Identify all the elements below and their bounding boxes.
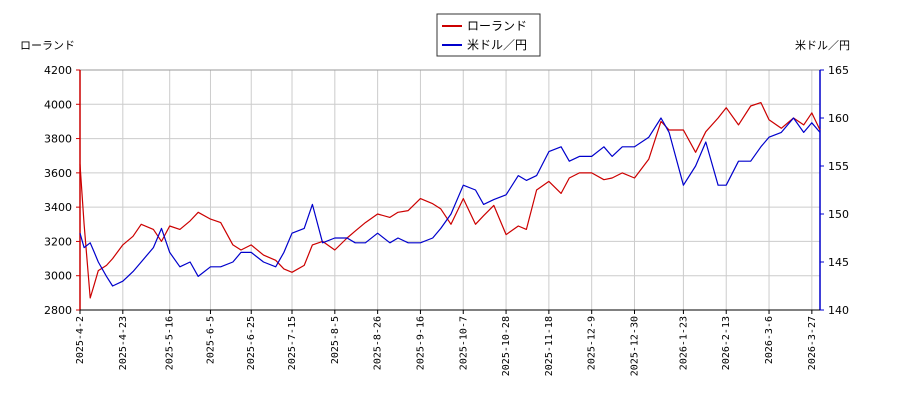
left-tick-label: 3800 — [44, 133, 72, 146]
x-tick-label: 2025-5-16 — [165, 316, 176, 370]
x-tick-label: 2026-1-23 — [678, 316, 689, 370]
left-tick-label: 3600 — [44, 167, 72, 180]
right-tick-label: 145 — [828, 256, 849, 269]
left-tick-label: 2800 — [44, 304, 72, 317]
legend-label-left-series: ローランド — [467, 19, 527, 33]
x-tick-label: 2025-10-7 — [458, 316, 469, 370]
right-tick-label: 140 — [828, 304, 849, 317]
legend-box — [436, 13, 541, 57]
x-tick-label: 2025-8-5 — [330, 316, 341, 364]
left-tick-label: 4200 — [44, 64, 72, 77]
plot-frame — [79, 69, 821, 311]
series-line-right — [79, 117, 821, 287]
right-tick-label: 150 — [828, 208, 849, 221]
x-tick-label: 2025-10-28 — [501, 316, 512, 376]
right-tick-label: 155 — [828, 160, 849, 173]
x-tick-label: 2025-9-16 — [415, 316, 426, 370]
x-tick-label: 2025-4-2 — [75, 316, 86, 364]
series-layer — [79, 101, 821, 299]
axes — [79, 69, 821, 311]
x-tick-label: 2025-11-18 — [544, 316, 555, 376]
x-tick-label: 2025-8-26 — [373, 316, 384, 370]
right-axis-label: 米ドル／円 — [795, 39, 850, 52]
ticks: 2800 3000 3200 3400 3600 3800 4000 4200 140 145 15… — [44, 64, 849, 376]
left-tick-label: 4000 — [44, 98, 72, 111]
right-tick-label: 160 — [828, 112, 849, 125]
left-tick-label: 3400 — [44, 201, 72, 214]
grid — [79, 69, 820, 311]
left-axis-label: ローランド — [20, 39, 75, 52]
left-tick-label: 3000 — [44, 270, 72, 283]
x-tick-label: 2025-12-30 — [629, 316, 640, 376]
right-tick-label: 165 — [828, 64, 849, 77]
x-tick-label: 2025-6-25 — [246, 316, 257, 370]
x-tick-label: 2026-3-6 — [764, 316, 775, 364]
legend: ローランド 米ドル／円 — [436, 13, 541, 57]
series-line-left — [79, 101, 821, 299]
legend-label-right-series: 米ドル／円 — [467, 38, 527, 52]
x-tick-label: 2025-12-9 — [587, 316, 598, 370]
x-tick-label: 2025-4-23 — [118, 316, 129, 370]
x-tick-label: 2026-2-13 — [721, 316, 732, 370]
left-tick-label: 3200 — [44, 235, 72, 248]
x-tick-label: 2025-7-15 — [287, 316, 298, 370]
x-tick-label: 2025-6-5 — [205, 316, 216, 364]
x-tick-label: 2026-3-27 — [807, 316, 818, 370]
